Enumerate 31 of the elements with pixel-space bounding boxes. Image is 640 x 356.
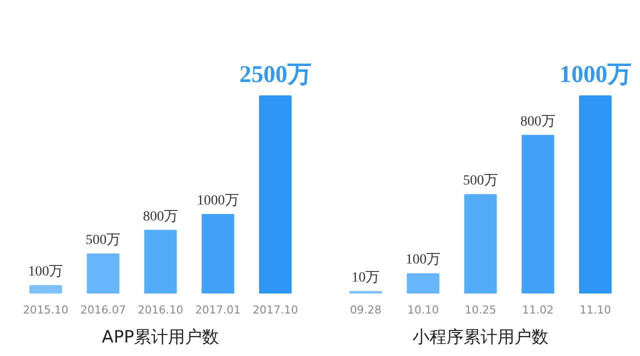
- x-tick-label: 2017.01: [195, 304, 241, 316]
- data-label: 500万: [86, 232, 121, 248]
- data-label: 500万: [463, 174, 498, 189]
- data-label: 100万: [28, 264, 64, 280]
- bar: [259, 95, 292, 294]
- bar: [464, 194, 497, 294]
- data-label: 1000万: [559, 62, 632, 88]
- x-tick-label: 11.02: [522, 304, 554, 316]
- x-tick-label: 10.25: [464, 304, 496, 316]
- x-tick-label: 2016.07: [80, 304, 126, 316]
- text: APP累计用户数: [102, 328, 220, 348]
- bar: [406, 273, 440, 294]
- x-tick-label: 2016.10: [138, 304, 184, 316]
- x-tick-label: 10.10: [407, 304, 439, 316]
- bar: [29, 285, 62, 294]
- text: 小程序累计用户数: [412, 328, 548, 348]
- data-label: 1000万: [196, 193, 239, 208]
- bar: [202, 214, 234, 294]
- bar: [522, 134, 554, 294]
- bar: [579, 95, 612, 294]
- bar: [86, 253, 120, 294]
- data-label: 800万: [143, 209, 178, 224]
- data-label: 2500万: [239, 62, 312, 88]
- data-label: 10万: [352, 270, 380, 286]
- data-label: 800万: [520, 114, 556, 130]
- bar: [144, 230, 177, 294]
- x-tick-label: 11.10: [580, 304, 612, 316]
- x-tick-label: 2015.10: [22, 304, 68, 316]
- x-tick-label: 2017.10: [252, 304, 298, 316]
- data-label: 100万: [406, 252, 441, 268]
- x-tick-label: 09.28: [350, 304, 382, 316]
